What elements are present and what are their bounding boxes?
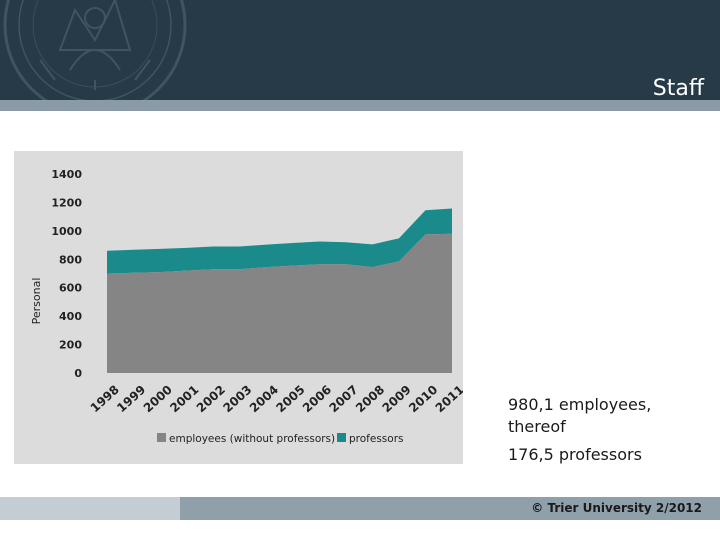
professors-note: 176,5 professors <box>508 445 642 464</box>
x-tick-label: 2009 <box>380 382 414 415</box>
footer-bar: © Trier University 2/2012 <box>0 497 720 520</box>
y-tick-label: 1400 <box>51 168 82 181</box>
copyright-text: © Trier University 2/2012 <box>531 501 702 515</box>
x-tick-label: 2003 <box>220 382 254 415</box>
x-tick-label: 2006 <box>300 382 334 415</box>
thereof-note: thereof <box>508 417 566 436</box>
legend-label: employees (without professors) <box>169 433 335 445</box>
footer-accent <box>0 497 180 520</box>
legend-swatch <box>337 433 346 442</box>
x-tick-label: 1999 <box>114 382 148 415</box>
x-tick-label: 2005 <box>273 382 307 415</box>
x-tick-label: 2001 <box>167 382 201 415</box>
chart-panel: Personal 0 200 400 600 800 1000 1200 1400 1998 19… <box>14 151 463 464</box>
y-tick-label: 800 <box>59 253 82 266</box>
header-stripe <box>0 100 720 111</box>
series-area-professors <box>107 208 452 274</box>
y-tick-label: 1000 <box>51 225 82 238</box>
y-tick-label: 0 <box>74 367 82 380</box>
y-tick-label: 400 <box>59 310 82 323</box>
university-seal-icon <box>3 0 187 100</box>
y-tick-label: 1200 <box>51 196 82 209</box>
y-tick-label: 600 <box>59 282 82 295</box>
y-tick-label: 200 <box>59 339 82 352</box>
x-tick-label: 2008 <box>353 382 387 415</box>
header-bar <box>0 0 720 100</box>
x-tick-label: 1998 <box>88 382 122 415</box>
x-tick-label: 2004 <box>247 382 281 415</box>
y-axis-label: Personal <box>30 278 43 325</box>
staff-area-chart: Personal 0 200 400 600 800 1000 1200 1400 199819… <box>30 168 463 445</box>
employees-note: 980,1 employees, <box>508 395 652 414</box>
x-tick-label: 2007 <box>326 382 360 415</box>
x-tick-label: 2011 <box>433 382 463 415</box>
slide-title: Staff <box>652 76 704 101</box>
series-area-employees <box>107 233 452 373</box>
legend-swatch <box>157 433 166 442</box>
x-tick-label: 2002 <box>194 382 228 415</box>
legend-label: professors <box>349 433 403 445</box>
x-tick-label: 2000 <box>141 382 175 415</box>
x-tick-label: 2010 <box>406 382 440 415</box>
